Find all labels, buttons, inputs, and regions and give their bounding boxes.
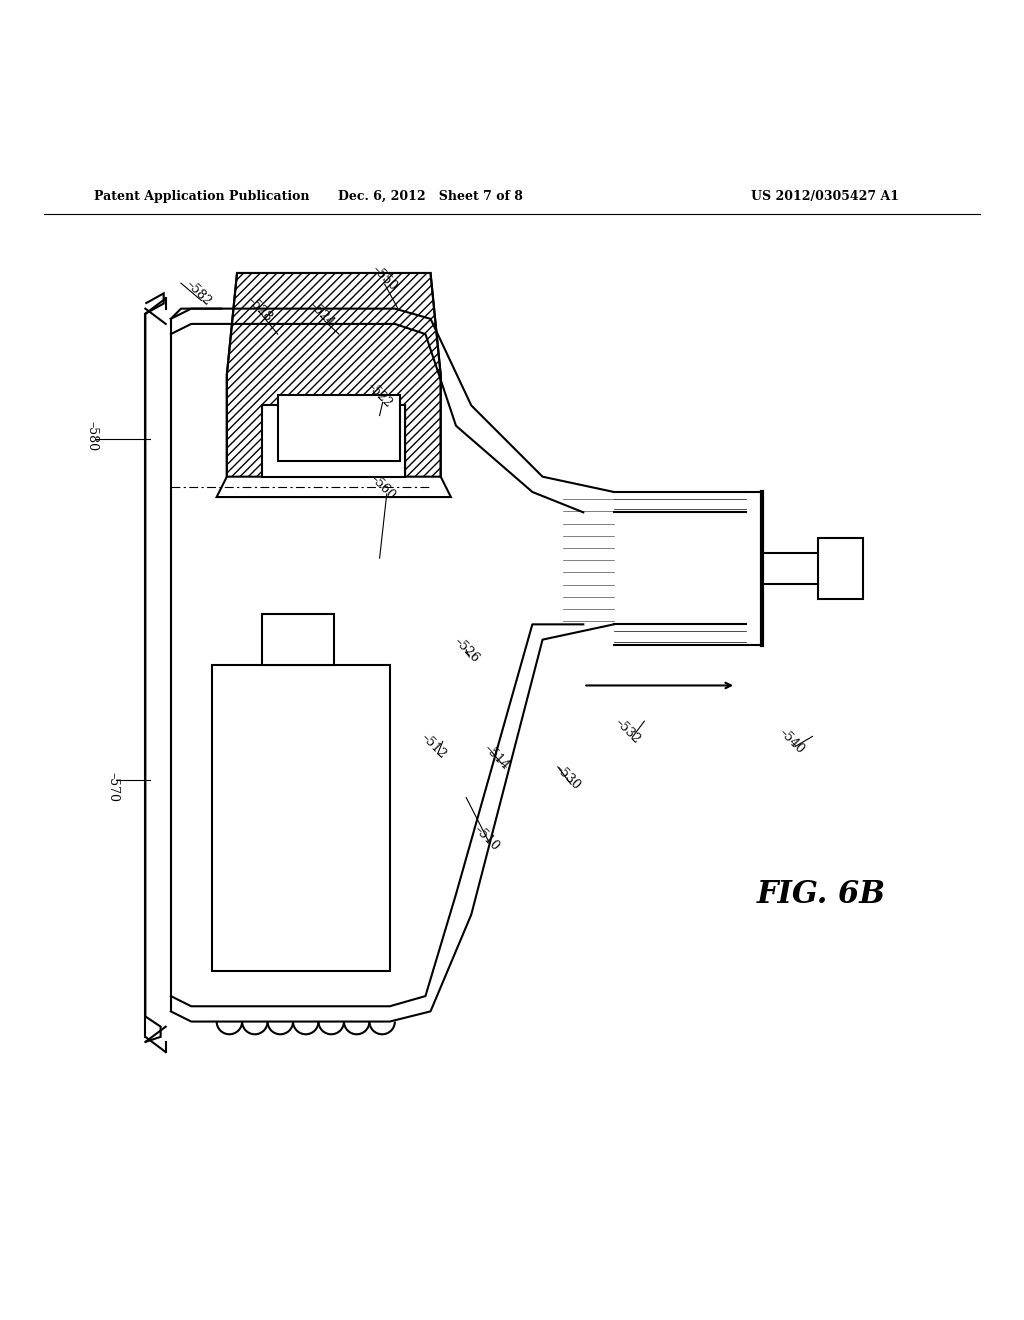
Text: Patent Application Publication: Patent Application Publication [94, 190, 310, 203]
Polygon shape [278, 395, 400, 462]
Polygon shape [817, 537, 863, 599]
Text: –582: –582 [183, 279, 214, 309]
Text: –540: –540 [777, 726, 807, 756]
Text: Dec. 6, 2012   Sheet 7 of 8: Dec. 6, 2012 Sheet 7 of 8 [338, 190, 523, 203]
Text: –532: –532 [612, 715, 642, 747]
Text: –522: –522 [365, 380, 395, 411]
Text: –528: –528 [244, 293, 274, 323]
Text: –550: –550 [370, 263, 400, 293]
Text: –580: –580 [86, 421, 99, 451]
Text: –512: –512 [419, 731, 449, 762]
Text: –570: –570 [106, 772, 119, 803]
Text: US 2012/0305427 A1: US 2012/0305427 A1 [751, 190, 899, 203]
Text: –530: –530 [553, 762, 584, 792]
Text: –514: –514 [481, 742, 512, 772]
Bar [262, 614, 334, 665]
Text: –560: –560 [368, 471, 398, 502]
Polygon shape [262, 405, 406, 477]
Bar [212, 665, 390, 970]
Text: –510: –510 [471, 822, 502, 854]
Text: –526: –526 [451, 635, 481, 665]
Text: –524: –524 [306, 298, 337, 329]
Text: FIG. 6B: FIG. 6B [757, 879, 886, 909]
